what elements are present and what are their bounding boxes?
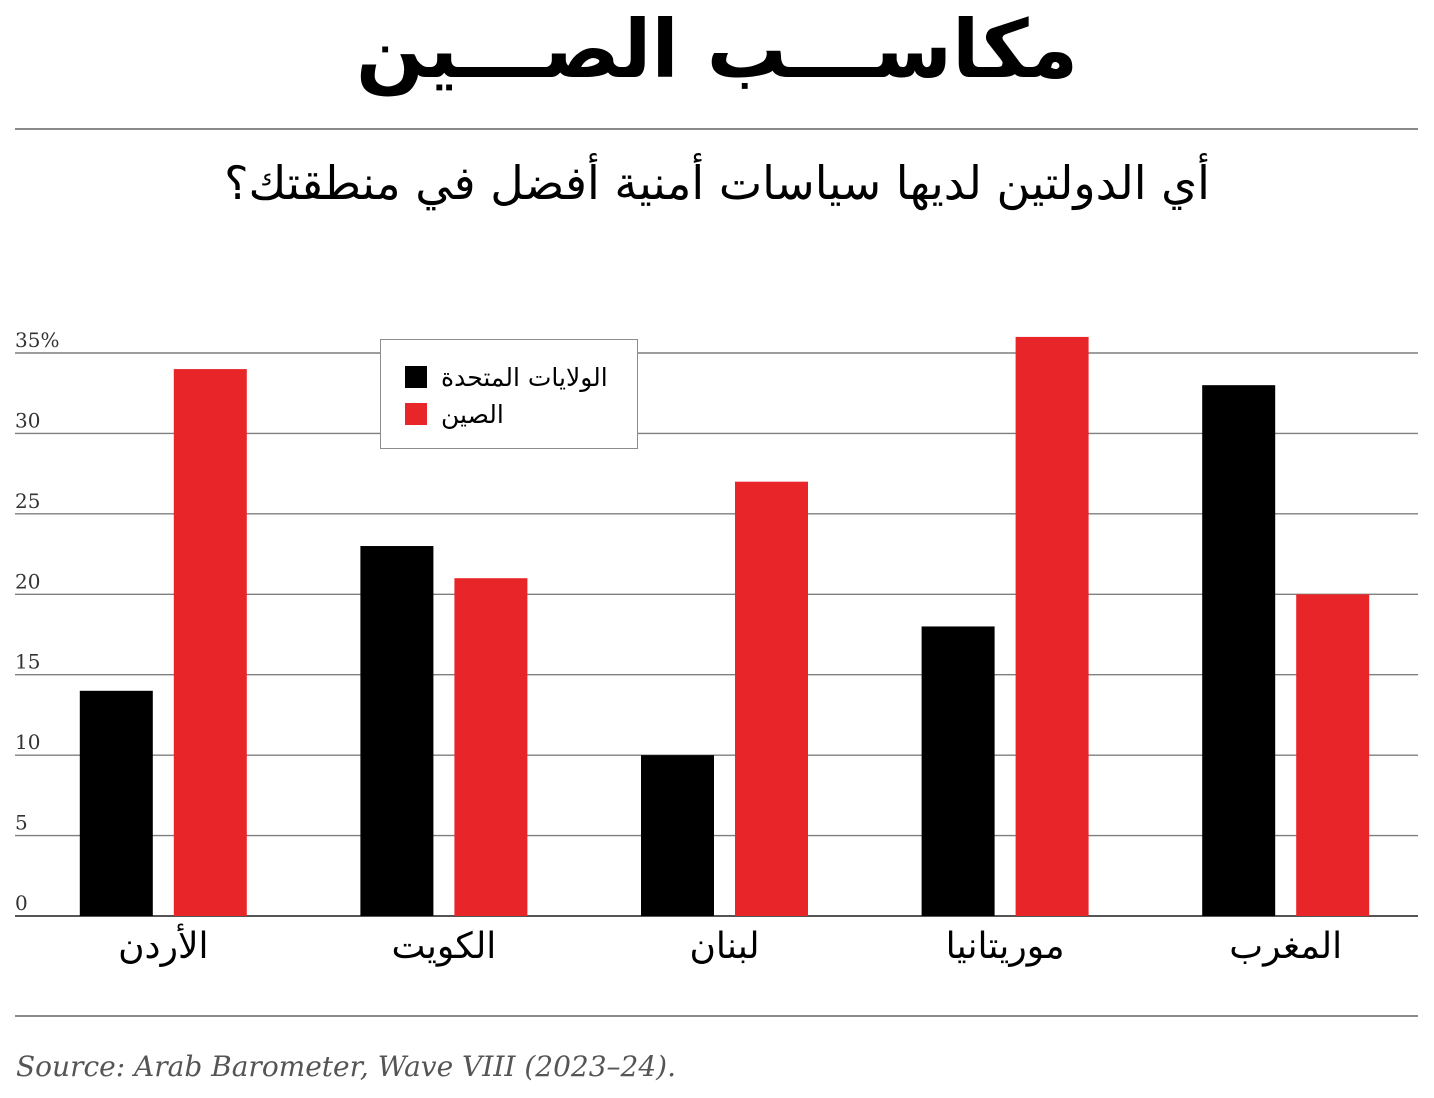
bar-china bbox=[735, 481, 808, 916]
x-axis-labels: الأردن الكويت لبنان موريتانيا المغرب bbox=[118, 923, 1342, 967]
y-axis-ticks: 0 5 10 15 20 25 30 35% bbox=[15, 328, 59, 915]
y-tick-label: 35% bbox=[15, 328, 59, 352]
bars bbox=[79, 336, 1370, 917]
y-tick-label: 25 bbox=[15, 489, 40, 513]
source-note: Source: Arab Barometer, Wave VIII (2023–… bbox=[16, 1050, 676, 1083]
top-divider bbox=[15, 128, 1418, 130]
legend-swatch-us bbox=[405, 366, 427, 388]
bar-us bbox=[641, 755, 714, 916]
bar-china bbox=[454, 578, 528, 916]
bottom-divider bbox=[15, 1015, 1418, 1017]
y-tick-label: 0 bbox=[15, 891, 28, 915]
legend-label-us: الولايات المتحدة bbox=[441, 362, 608, 392]
x-category-label: موريتانيا bbox=[946, 926, 1065, 967]
y-tick-label: 15 bbox=[15, 650, 40, 674]
bar-china bbox=[1296, 594, 1370, 916]
y-tick-label: 5 bbox=[15, 811, 28, 835]
x-category-label: لبنان bbox=[689, 926, 759, 967]
legend-item-china: الصين bbox=[405, 399, 504, 429]
bar-us bbox=[79, 690, 153, 916]
chart-legend: الولايات المتحدة الصين bbox=[380, 339, 638, 449]
y-tick-label: 20 bbox=[15, 569, 40, 593]
legend-item-us: الولايات المتحدة bbox=[405, 362, 608, 392]
x-category-label: الكويت bbox=[391, 926, 496, 967]
page-title: مكاســـب الصـــين bbox=[355, 3, 1079, 96]
y-tick-label: 30 bbox=[15, 408, 40, 432]
legend-label-china: الصين bbox=[441, 399, 504, 429]
bar-china bbox=[173, 369, 247, 917]
bar-china bbox=[1015, 336, 1089, 916]
bar-us bbox=[1202, 385, 1276, 917]
y-tick-label: 10 bbox=[15, 730, 40, 754]
bar-us bbox=[921, 626, 995, 916]
chart-subtitle: أي الدولتين لديها سياسات أمنية أفضل في م… bbox=[224, 156, 1210, 210]
x-category-label: الأردن bbox=[118, 923, 208, 967]
grid-lines bbox=[15, 352, 1418, 917]
legend-swatch-china bbox=[405, 403, 427, 425]
bar-us bbox=[360, 546, 434, 916]
x-category-label: المغرب bbox=[1229, 926, 1342, 967]
